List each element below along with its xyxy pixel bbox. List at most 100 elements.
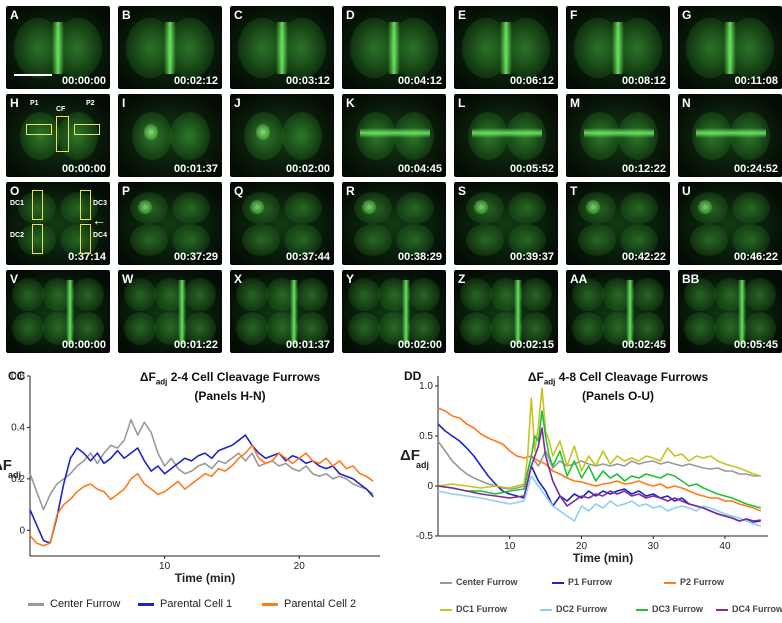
panel-timestamp: 00:04:45 xyxy=(397,163,442,175)
cleavage-furrow xyxy=(612,22,624,74)
cell-blob xyxy=(236,312,268,345)
micrograph-panel-h: H 00:00:00 P1 CF P2 xyxy=(6,94,110,177)
cleavage-furrow xyxy=(66,280,74,344)
chart-dd-legend-item: DC3 Furrow xyxy=(636,604,703,614)
chart-dd-legend-item: P2 Furrow xyxy=(664,577,724,587)
panel-label: Y xyxy=(346,272,355,286)
cleavage-furrow xyxy=(290,280,298,344)
cell-blob xyxy=(236,278,268,311)
cell-blob xyxy=(18,192,56,224)
legend-swatch xyxy=(636,608,648,611)
cell-blob xyxy=(572,312,604,345)
bright-spot xyxy=(586,200,600,214)
cell-blob xyxy=(12,278,44,311)
cell-blob xyxy=(296,278,328,311)
cell-blob xyxy=(172,192,210,224)
panel-label: F xyxy=(570,8,578,22)
panel-label: Q xyxy=(234,184,244,198)
cell-blob xyxy=(184,312,216,345)
panel-timestamp: 00:02:00 xyxy=(285,163,330,175)
panel-label: G xyxy=(682,8,692,22)
cell-blob xyxy=(684,278,716,311)
cell-blob xyxy=(632,278,664,311)
cell-blob xyxy=(354,224,392,256)
micrograph-panel-f: F 00:08:12 xyxy=(566,6,670,89)
micrograph-panel-n: N 00:24:52 xyxy=(678,94,782,177)
cell-blob xyxy=(632,312,664,345)
panel-timestamp: 00:42:22 xyxy=(621,251,666,263)
cell-blob xyxy=(578,224,616,256)
cell-blob xyxy=(170,112,210,160)
panel-timestamp: 00:00:00 xyxy=(61,163,106,175)
cell-blob xyxy=(58,112,98,160)
chart-dd-series-dc4-line xyxy=(437,427,761,522)
legend-label: DC3 Furrow xyxy=(652,604,704,614)
cleavage-furrow xyxy=(514,280,522,344)
chart-cc-title-text: 2-4 Cell Cleavage Furrows xyxy=(167,370,321,384)
legend-label: P2 Furrow xyxy=(680,577,725,587)
legend-swatch xyxy=(138,602,154,606)
bright-spot xyxy=(474,200,488,214)
membrane-band xyxy=(696,128,766,138)
panel-timestamp: 00:05:52 xyxy=(509,163,554,175)
cleavage-furrow xyxy=(738,280,746,344)
cell-blob xyxy=(348,278,380,311)
chart-cc-panel-letter: CC xyxy=(8,369,26,383)
panel-label: C xyxy=(234,8,243,22)
cleavage-furrow xyxy=(724,22,736,74)
chart-cc-title-sub: adj xyxy=(155,377,168,387)
cleavage-furrow xyxy=(500,22,512,74)
chart-dd-series-p1-line xyxy=(437,423,761,523)
legend-label: DC4 Furrow xyxy=(732,604,782,614)
cleavage-furrow xyxy=(178,280,186,344)
cell-blob xyxy=(60,192,98,224)
micrograph-panel-p: P 00:37:29 xyxy=(118,182,222,265)
bright-spot xyxy=(362,200,376,214)
legend-label: P1 Furrow xyxy=(568,577,613,587)
cell-blob xyxy=(732,192,770,224)
cell-blob xyxy=(508,192,546,224)
panel-timestamp: 00:46:22 xyxy=(733,251,778,263)
panel-timestamp: 00:02:15 xyxy=(509,339,554,351)
cleavage-furrow xyxy=(52,22,64,74)
panel-label: W xyxy=(122,272,134,286)
micrograph-panel-k: K 00:04:45 xyxy=(342,94,446,177)
chart-dd-y-axis-label: ΔF xyxy=(400,447,420,464)
bright-spot xyxy=(256,124,270,140)
cell-blob xyxy=(296,312,328,345)
panel-timestamp: 00:00:00 xyxy=(61,75,106,87)
microscopy-panel-grid: A 00:00:00 B 00:02:12 C 00:03:12 D 00:04:12 E 00:… xyxy=(6,6,782,353)
bright-spot xyxy=(250,200,264,214)
chart-cc-y-axis-label-sub: adj xyxy=(8,470,21,480)
chart-cc-subtitle: (Panels H-N) xyxy=(194,389,266,404)
cell-blob xyxy=(620,192,658,224)
roi-dc1-label: DC1 xyxy=(10,200,25,207)
panel-label: D xyxy=(346,8,355,22)
panel-timestamp: 0:37:14 xyxy=(68,251,106,263)
panel-timestamp: 00:12:22 xyxy=(621,163,666,175)
legend-label: DC2 Furrow xyxy=(556,604,608,614)
legend-swatch xyxy=(440,581,452,584)
panel-label: T xyxy=(570,184,578,198)
legend-label: Parental Cell 2 xyxy=(284,598,357,610)
legend-swatch xyxy=(664,581,676,584)
chart-cc-legend-item: Parental Cell 2 xyxy=(262,598,356,610)
micrograph-panel-g: G 00:11:08 xyxy=(678,6,782,89)
chart-cc-y-tick-label: 0.6 xyxy=(11,371,25,382)
chart-dd-title: ΔFadj 4-8 Cell Cleavage Furrows (Panels … xyxy=(498,370,738,403)
cell-blob xyxy=(20,112,60,160)
panel-label: R xyxy=(346,184,355,198)
cell-blob xyxy=(460,312,492,345)
legend-label: DC1 Furrow xyxy=(456,604,508,614)
roi-dc4-label: DC4 xyxy=(93,232,108,239)
cell-blob xyxy=(572,278,604,311)
panel-timestamp: 00:04:12 xyxy=(397,75,442,87)
panel-label: P xyxy=(122,184,131,198)
bright-spot xyxy=(138,200,152,214)
cell-blob xyxy=(732,224,770,256)
micrograph-panel-q: Q 00:37:44 xyxy=(230,182,334,265)
micrograph-panel-x: X 00:01:37 xyxy=(230,270,334,353)
micrograph-panel-y: Y 00:02:00 xyxy=(342,270,446,353)
chart-dd-series-dc3-line xyxy=(437,410,762,509)
chart-cc-series-p2-line xyxy=(29,444,374,547)
